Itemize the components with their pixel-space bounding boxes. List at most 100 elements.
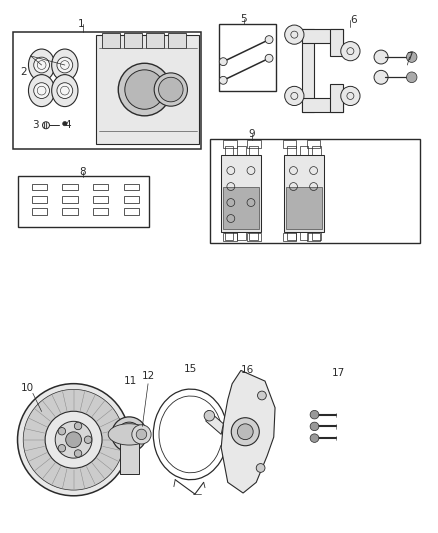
Circle shape xyxy=(204,410,215,421)
Ellipse shape xyxy=(374,70,388,84)
Bar xyxy=(124,184,139,190)
Bar xyxy=(210,139,420,243)
Ellipse shape xyxy=(310,410,319,419)
Circle shape xyxy=(58,445,66,452)
Bar xyxy=(249,146,258,155)
Bar xyxy=(93,208,108,215)
Bar xyxy=(307,140,320,148)
Text: 10: 10 xyxy=(21,383,34,393)
Circle shape xyxy=(159,77,183,102)
Bar xyxy=(13,32,201,149)
Bar xyxy=(286,187,322,229)
Circle shape xyxy=(265,36,273,44)
Circle shape xyxy=(237,424,253,440)
Ellipse shape xyxy=(406,52,417,62)
Ellipse shape xyxy=(374,50,388,64)
Text: 2: 2 xyxy=(20,67,27,77)
Circle shape xyxy=(66,432,81,448)
Text: 7: 7 xyxy=(406,52,413,62)
Bar xyxy=(225,232,233,240)
Bar xyxy=(237,146,246,155)
Bar xyxy=(32,196,47,203)
Bar xyxy=(312,232,321,240)
Ellipse shape xyxy=(341,42,360,61)
Text: 6: 6 xyxy=(350,15,357,25)
Bar xyxy=(247,140,261,148)
Text: 17: 17 xyxy=(332,368,345,378)
Circle shape xyxy=(117,422,141,447)
Bar xyxy=(330,84,343,112)
Bar xyxy=(124,33,142,48)
Ellipse shape xyxy=(108,424,150,445)
Bar xyxy=(302,29,343,43)
Bar xyxy=(32,184,47,190)
Circle shape xyxy=(45,411,102,468)
Circle shape xyxy=(34,83,49,99)
Circle shape xyxy=(63,122,67,126)
Text: 11: 11 xyxy=(124,376,137,386)
Bar xyxy=(223,233,237,241)
Circle shape xyxy=(112,417,147,452)
Bar xyxy=(302,29,314,112)
Polygon shape xyxy=(221,370,275,493)
Text: 1: 1 xyxy=(78,19,85,29)
Circle shape xyxy=(125,70,164,109)
Circle shape xyxy=(154,73,187,106)
Circle shape xyxy=(74,450,82,457)
Ellipse shape xyxy=(52,75,78,107)
Ellipse shape xyxy=(341,86,360,106)
Circle shape xyxy=(34,57,49,73)
Text: 5: 5 xyxy=(240,14,247,23)
Circle shape xyxy=(132,425,151,444)
Circle shape xyxy=(57,83,73,99)
Ellipse shape xyxy=(406,72,417,83)
Text: 9: 9 xyxy=(248,130,255,139)
Text: 15: 15 xyxy=(184,364,197,374)
Text: 3: 3 xyxy=(32,120,39,130)
Bar xyxy=(287,146,296,155)
Bar xyxy=(221,155,261,232)
Text: 8: 8 xyxy=(79,167,86,177)
Circle shape xyxy=(18,384,130,496)
Bar xyxy=(237,232,246,240)
Circle shape xyxy=(55,421,92,458)
Circle shape xyxy=(74,422,82,430)
Bar xyxy=(62,196,78,203)
Bar xyxy=(300,146,308,155)
Bar xyxy=(18,176,149,227)
Bar xyxy=(223,140,237,148)
Bar xyxy=(168,33,186,48)
Bar xyxy=(62,184,78,190)
Bar xyxy=(283,140,296,148)
Bar xyxy=(223,187,259,229)
Bar xyxy=(124,196,139,203)
Circle shape xyxy=(265,54,273,62)
Ellipse shape xyxy=(285,86,304,106)
Bar xyxy=(307,233,320,241)
Bar xyxy=(62,208,78,215)
Text: 4: 4 xyxy=(64,120,71,130)
Bar xyxy=(330,29,343,56)
Ellipse shape xyxy=(52,49,78,81)
Bar xyxy=(302,98,343,112)
Circle shape xyxy=(57,57,73,73)
Circle shape xyxy=(123,428,135,441)
Bar xyxy=(225,146,233,155)
Bar xyxy=(124,208,139,215)
Circle shape xyxy=(23,389,124,490)
Circle shape xyxy=(118,63,171,116)
Text: 16: 16 xyxy=(241,366,254,375)
Circle shape xyxy=(219,76,227,84)
Bar xyxy=(284,155,324,232)
Circle shape xyxy=(258,391,266,400)
Circle shape xyxy=(256,464,265,472)
Bar xyxy=(283,233,296,241)
Circle shape xyxy=(231,418,259,446)
Bar xyxy=(120,434,139,474)
Ellipse shape xyxy=(310,422,319,431)
Bar xyxy=(300,232,308,240)
Ellipse shape xyxy=(28,49,55,81)
Bar xyxy=(93,196,108,203)
Bar xyxy=(312,146,321,155)
Bar xyxy=(32,208,47,215)
